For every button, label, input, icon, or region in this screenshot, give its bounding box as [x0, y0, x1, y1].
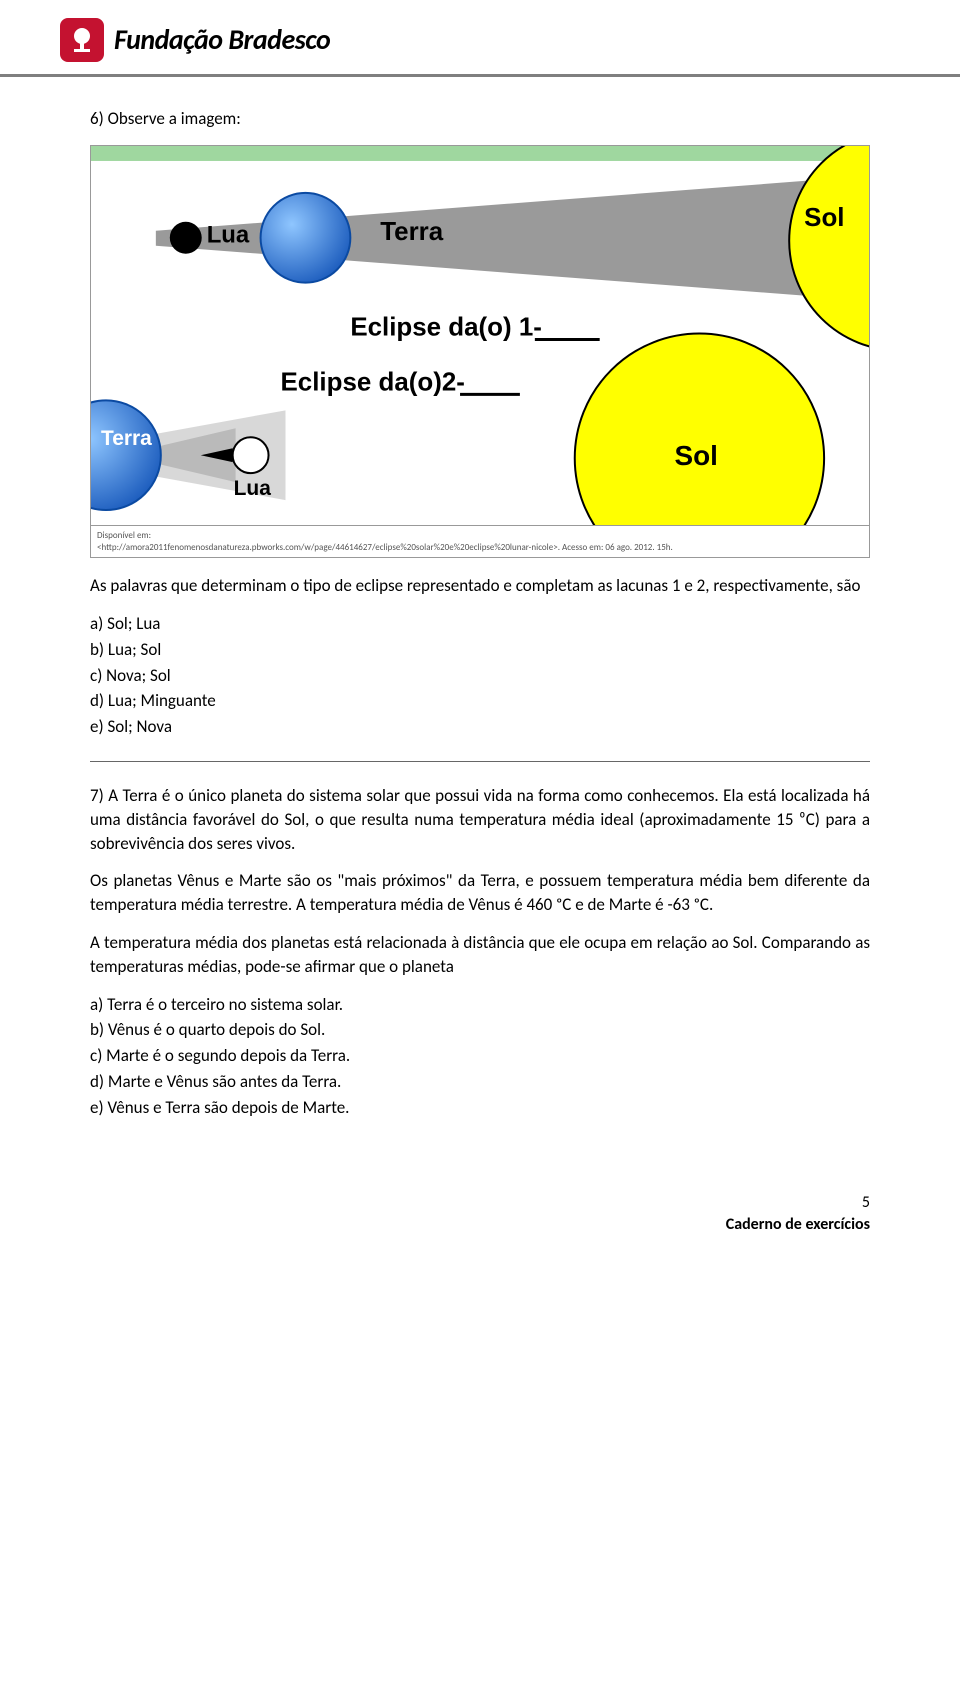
caption-url: <http://amora2011fenomenosdanatureza.pbw…	[97, 542, 673, 553]
q6-option-b: b) Lua; Sol	[90, 638, 870, 662]
q7-option-d: d) Marte e Vênus são antes da Terra.	[90, 1070, 870, 1094]
eclipse-diagram: Lua Terra Sol Eclipse da(o) 1- Eclipse d…	[91, 146, 869, 525]
q7-option-c: c) Marte é o segundo depois da Terra.	[90, 1044, 870, 1068]
q6-option-c: c) Nova; Sol	[90, 664, 870, 688]
q6-options: a) Sol; Lua b) Lua; Sol c) Nova; Sol d) …	[90, 612, 870, 739]
label-sol-top: Sol	[804, 204, 844, 232]
q7-para2: Os planetas Vênus e Marte são os "mais p…	[90, 869, 870, 917]
q6-prompt: 6) Observe a imagem:	[90, 107, 870, 131]
document-header: Fundação Bradesco	[0, 0, 960, 77]
eclipse-label-1: Eclipse da(o) 1-	[350, 313, 542, 341]
q6-option-d: d) Lua; Minguante	[90, 689, 870, 713]
sun-bottom	[575, 333, 824, 525]
q6-stem: As palavras que determinam o tipo de ecl…	[90, 574, 870, 598]
tree-icon	[67, 25, 97, 55]
moon-top	[170, 222, 202, 254]
label-lua-top: Lua	[207, 222, 250, 249]
q7-option-b: b) Vênus é o quarto depois do Sol.	[90, 1018, 870, 1042]
sky-band	[91, 146, 869, 161]
eclipse-label-2: Eclipse da(o)2-	[281, 368, 465, 396]
q6-option-e: e) Sol; Nova	[90, 715, 870, 739]
q7-options: a) Terra é o terceiro no sistema solar. …	[90, 993, 870, 1120]
earth-bottom	[91, 400, 161, 510]
question-divider	[90, 761, 870, 762]
page-content: 6) Observe a imagem: Lua Terra S	[0, 77, 960, 1162]
page-footer: 5 Caderno de exercícios	[0, 1162, 960, 1257]
q7-para1: 7) A Terra é o único planeta do sistema …	[90, 784, 870, 855]
figure-caption: Disponível em: <http://amora2011fenomeno…	[91, 525, 869, 557]
label-terra-bottom: Terra	[101, 427, 152, 450]
moon-bottom	[233, 437, 269, 473]
org-logo	[60, 18, 104, 62]
earth-top	[261, 193, 351, 283]
q6-figure: Lua Terra Sol Eclipse da(o) 1- Eclipse d…	[90, 145, 870, 558]
sun-top	[789, 146, 869, 350]
q6-option-a: a) Sol; Lua	[90, 612, 870, 636]
org-name: Fundação Bradesco	[114, 20, 330, 59]
q7-option-e: e) Vênus e Terra são depois de Marte.	[90, 1096, 870, 1120]
label-lua-bottom: Lua	[234, 477, 272, 500]
footer-label: Caderno de exercícios	[726, 1215, 870, 1234]
label-sol-bottom: Sol	[674, 440, 717, 471]
q7-para3: A temperatura média dos planetas está re…	[90, 931, 870, 979]
caption-lead: Disponível em:	[97, 530, 151, 541]
page-number: 5	[90, 1192, 870, 1214]
label-terra-top: Terra	[380, 218, 444, 246]
q7-option-a: a) Terra é o terceiro no sistema solar.	[90, 993, 870, 1017]
